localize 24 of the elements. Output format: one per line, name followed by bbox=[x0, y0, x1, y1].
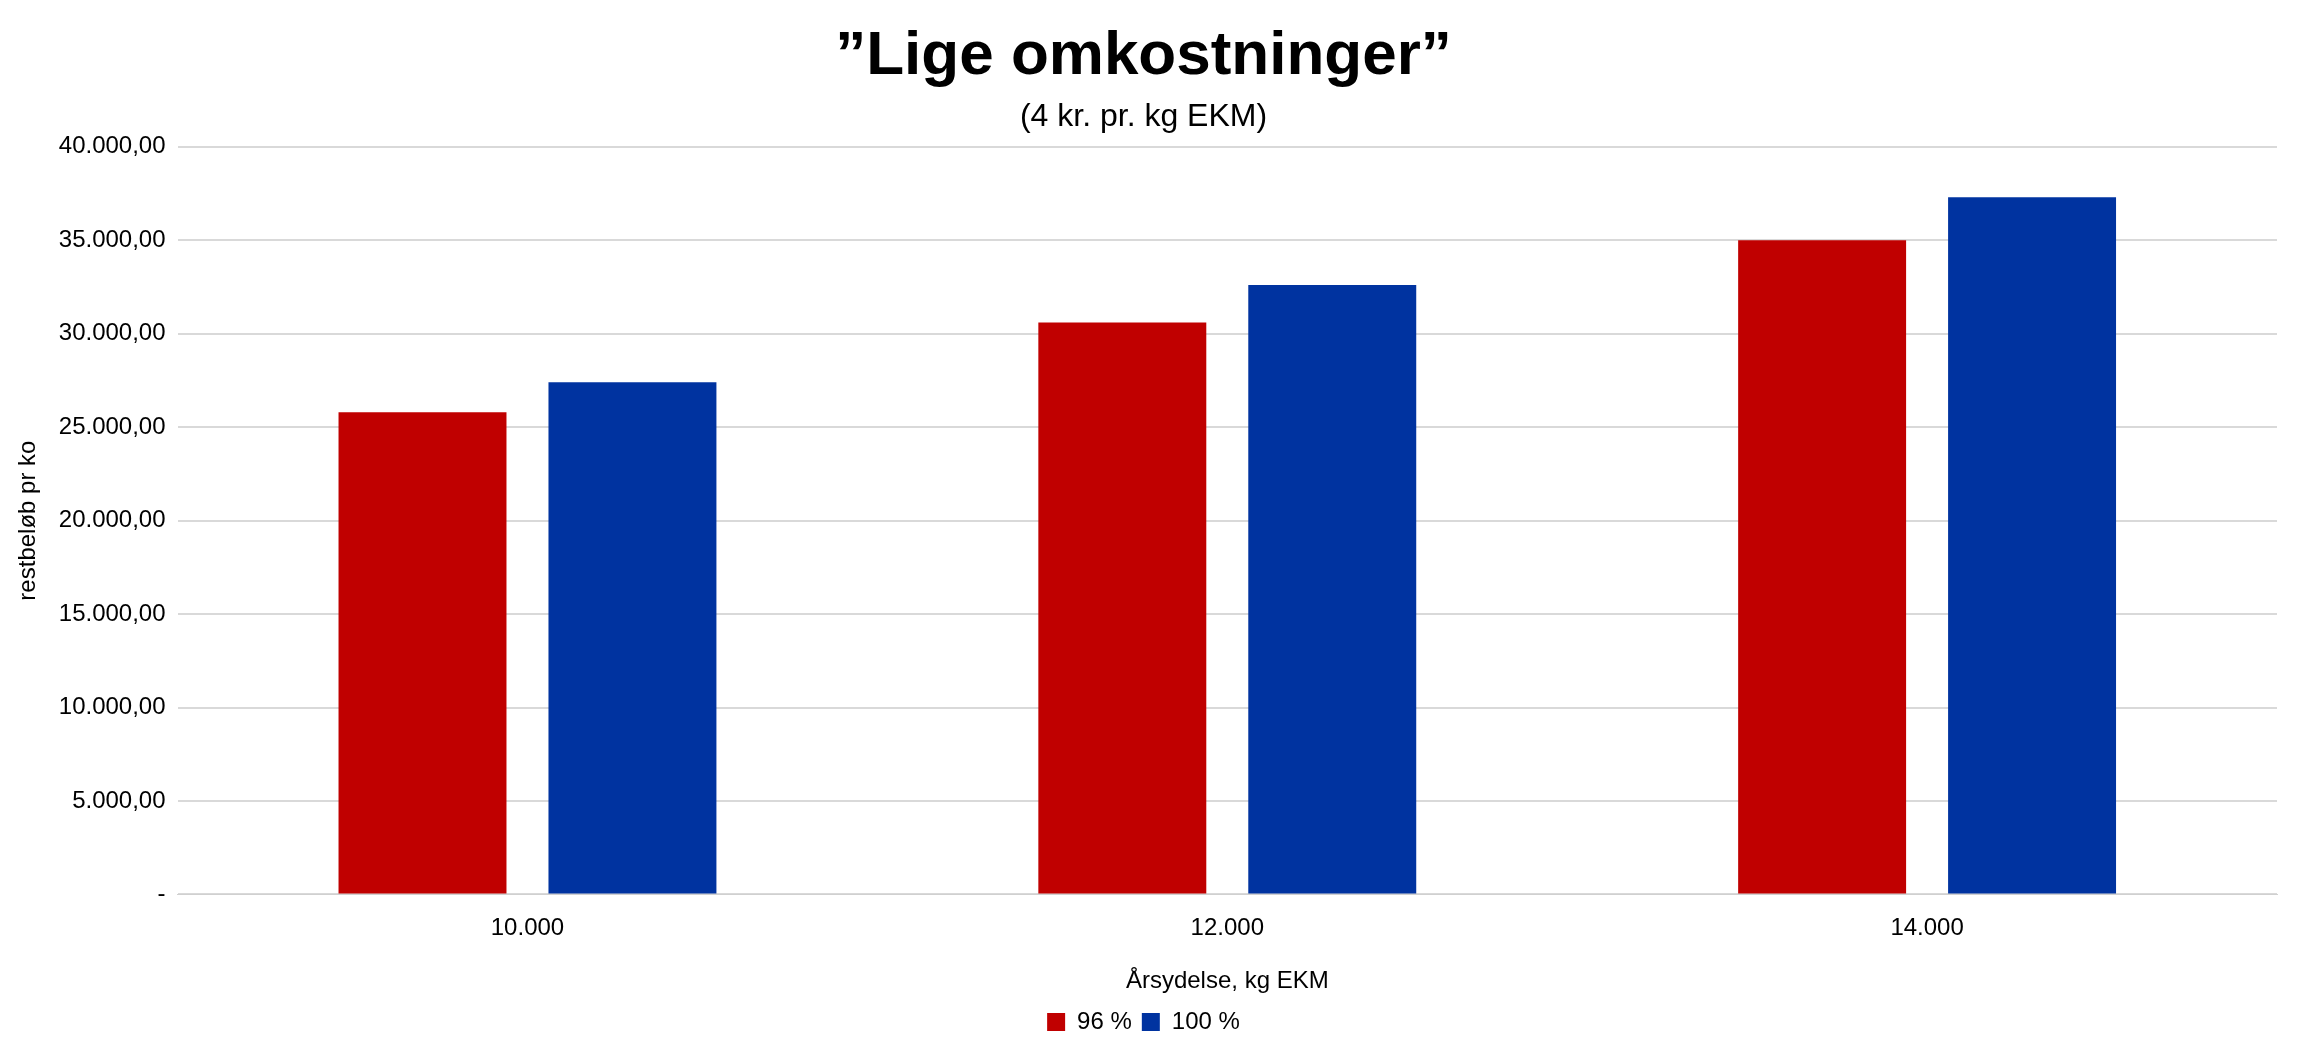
x-tick-label: 10.000 bbox=[490, 913, 565, 941]
bar bbox=[1738, 240, 1907, 894]
legend-label: 96 % bbox=[1077, 1006, 1132, 1034]
y-tick-label: 5.000,00 bbox=[72, 785, 166, 813]
x-tick-label: 14.000 bbox=[1890, 913, 1964, 941]
y-tick-label: 30.000,00 bbox=[58, 318, 166, 346]
x-tick-label: 12.000 bbox=[1190, 913, 1264, 941]
y-tick-label: 25.000,00 bbox=[58, 411, 166, 439]
legend-label: 100 % bbox=[1171, 1006, 1240, 1034]
y-tick-label: - bbox=[157, 879, 166, 907]
bar bbox=[1248, 285, 1417, 894]
bar bbox=[338, 412, 507, 894]
y-tick-label: 15.000,00 bbox=[58, 598, 166, 626]
bar bbox=[1038, 322, 1207, 894]
y-axis-title: restbeløb pr ko bbox=[13, 440, 41, 601]
chart-title: ”Lige omkostninger” bbox=[835, 18, 1452, 88]
x-axis-title: Årsydelse, kg EKM bbox=[1125, 966, 1329, 994]
y-tick-label: 35.000,00 bbox=[58, 224, 166, 252]
y-tick-label: 40.000,00 bbox=[58, 131, 166, 159]
bar bbox=[548, 382, 717, 894]
y-tick-label: 20.000,00 bbox=[58, 505, 166, 533]
bar bbox=[1948, 197, 2117, 894]
chart-subtitle: (4 kr. pr. kg EKM) bbox=[1019, 97, 1268, 134]
y-tick-label: 10.000,00 bbox=[58, 692, 166, 720]
